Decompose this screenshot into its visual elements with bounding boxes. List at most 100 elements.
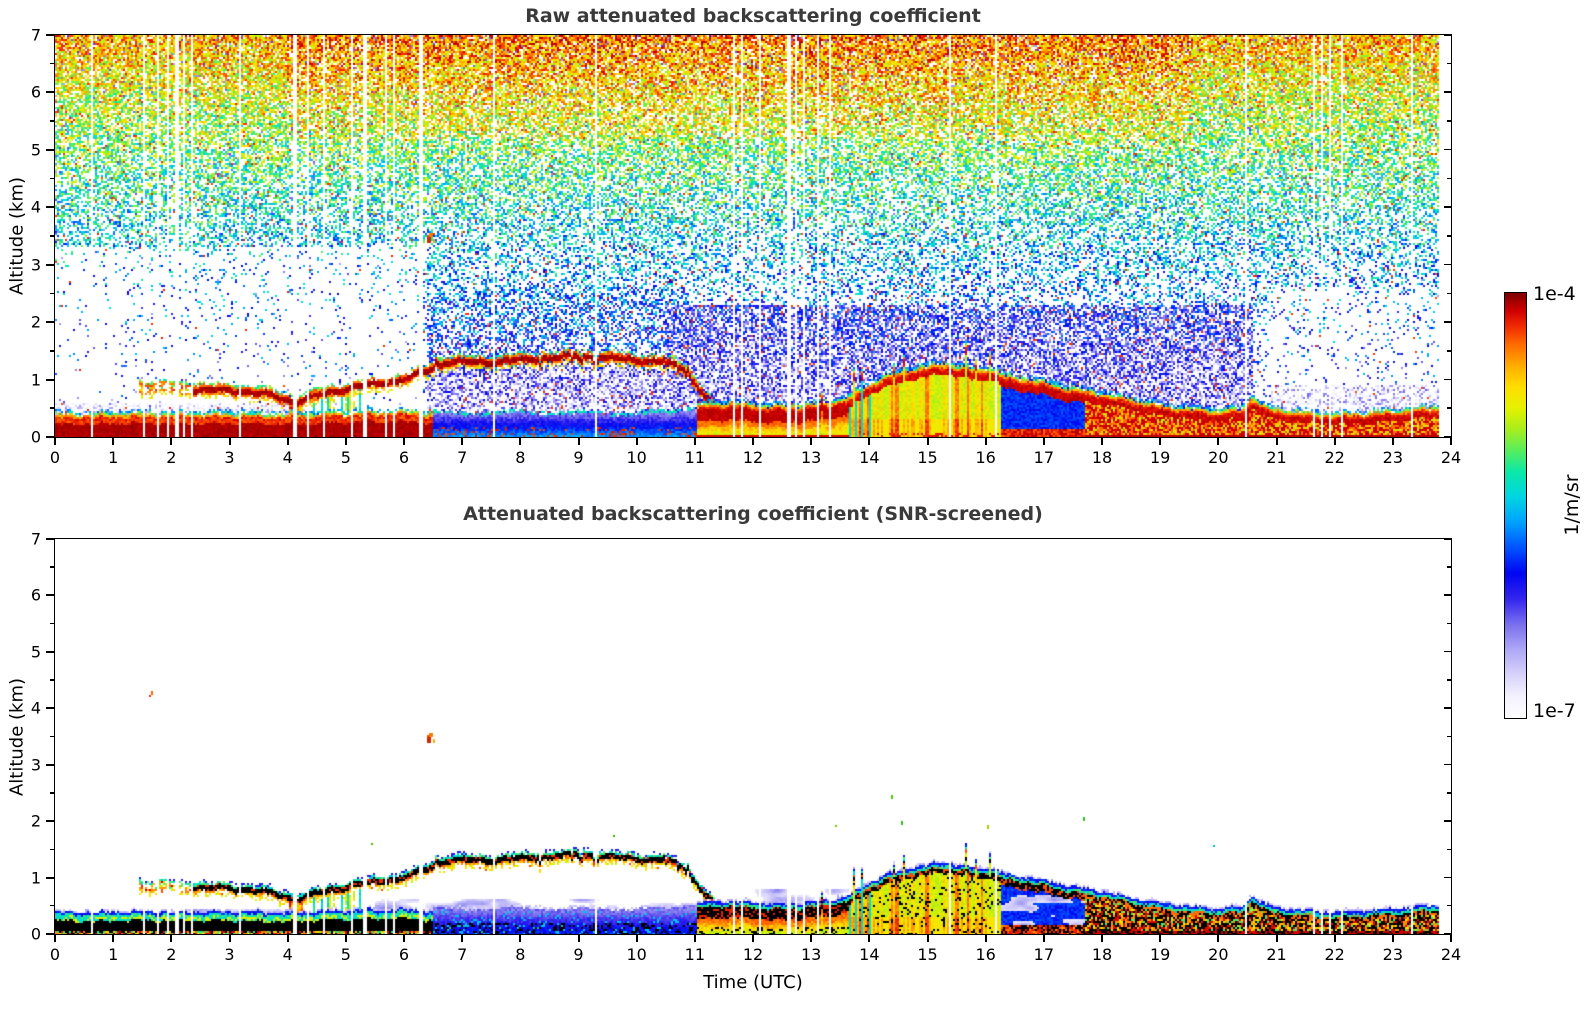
y-minor-tick: [50, 904, 54, 907]
x-tick-label: 10: [626, 448, 647, 467]
y-axis-label-top-panel: Altitude (km): [6, 176, 28, 296]
x-tick: [344, 934, 347, 942]
y-minor-tick-right: [1447, 350, 1451, 352]
y-minor-tick-right: [1447, 622, 1451, 625]
y-tick: [46, 650, 54, 653]
y-tick-right: [1444, 378, 1451, 381]
x-tick-label: 11: [684, 448, 706, 467]
colorbar: [1504, 292, 1527, 719]
y-tick: [46, 933, 54, 935]
x-tick-label: 2: [166, 945, 177, 964]
x-tick-label: 0: [49, 448, 61, 467]
x-tick-label: 1: [108, 448, 119, 467]
x-tick-label: 14: [859, 945, 880, 964]
y-tick-label: 5: [30, 140, 41, 160]
y-tick-label: 3: [30, 755, 41, 775]
screened-backscatter-heatmap-canvas: [55, 539, 1451, 934]
top-panel-title: Raw attenuated backscattering coefficien…: [525, 5, 981, 27]
x-tick: [868, 437, 871, 445]
y-minor-tick-right: [1447, 292, 1451, 295]
x-tick: [1391, 934, 1394, 942]
x-tick-label: 23: [1382, 448, 1404, 467]
y-tick-label: 7: [30, 529, 41, 549]
x-tick: [519, 437, 522, 445]
x-tick: [1450, 934, 1452, 942]
x-tick-label: 18: [1091, 448, 1113, 467]
x-tick-label: 15: [917, 448, 938, 467]
x-tick-label: 18: [1091, 945, 1113, 964]
x-tick: [1333, 437, 1336, 445]
x-tick-label: 17: [1033, 945, 1055, 964]
y-tick-label: 0: [30, 427, 41, 447]
x-tick-label: 21: [1266, 448, 1287, 467]
y-tick-label: 6: [30, 82, 41, 102]
x-tick: [1159, 934, 1162, 942]
x-tick: [170, 437, 173, 445]
x-tick-label: 17: [1033, 448, 1055, 467]
x-tick-label: 24: [1440, 448, 1462, 467]
x-tick: [868, 934, 871, 942]
y-minor-tick: [50, 62, 54, 65]
x-tick-label: 9: [573, 945, 584, 964]
x-tick-label: 3: [224, 448, 235, 467]
y-tick-right: [1444, 876, 1451, 879]
x-tick-label: 15: [917, 945, 938, 964]
y-tick: [46, 34, 54, 36]
y-minor-tick-right: [1447, 177, 1451, 180]
x-tick: [228, 437, 231, 445]
x-tick: [1333, 934, 1336, 942]
x-tick: [1391, 437, 1394, 445]
y-tick: [46, 436, 54, 438]
x-tick: [228, 934, 231, 942]
y-minor-tick-right: [1447, 848, 1451, 851]
x-tick: [635, 437, 638, 445]
x-tick: [752, 437, 754, 445]
x-tick-label: 12: [742, 448, 764, 467]
y-minor-tick-right: [1447, 904, 1451, 907]
y-minor-tick: [50, 120, 54, 122]
x-tick-label: 6: [398, 448, 410, 467]
y-minor-tick-right: [1447, 735, 1451, 738]
x-tick-label: 16: [975, 945, 996, 964]
y-tick-label: 4: [30, 698, 41, 718]
y-minor-tick-right: [1447, 792, 1451, 794]
x-tick-label: 4: [282, 448, 293, 467]
x-tick-label: 19: [1149, 448, 1171, 467]
y-tick-right: [1444, 206, 1451, 208]
y-minor-tick: [50, 792, 54, 794]
y-tick-label: 1: [30, 868, 41, 888]
x-tick: [286, 437, 289, 445]
x-tick-label: 4: [282, 945, 293, 964]
x-tick-label: 5: [340, 945, 351, 964]
x-tick: [1042, 934, 1045, 942]
y-tick: [46, 263, 54, 266]
y-axis-label-bottom-panel: Altitude (km): [6, 677, 28, 797]
y-tick: [46, 538, 54, 540]
x-tick-label: 3: [224, 945, 235, 964]
y-tick-label: 5: [30, 642, 41, 662]
y-minor-tick: [50, 350, 54, 352]
x-tick: [577, 934, 580, 942]
y-minor-tick: [50, 235, 54, 237]
y-tick-label: 1: [30, 370, 41, 390]
x-tick: [1217, 437, 1220, 445]
x-tick-label: 0: [49, 945, 61, 964]
y-tick-label: 0: [30, 924, 41, 944]
x-tick-label: 13: [800, 945, 822, 964]
x-tick-label: 2: [166, 448, 177, 467]
y-tick: [46, 763, 54, 766]
x-tick-label: 10: [626, 945, 647, 964]
y-minor-tick-right: [1447, 235, 1451, 237]
x-tick: [1275, 934, 1278, 942]
x-tick: [170, 934, 173, 942]
x-tick-label: 24: [1440, 945, 1462, 964]
y-tick-label: 6: [30, 585, 41, 605]
y-minor-tick: [50, 407, 54, 409]
x-tick-label: 9: [573, 448, 584, 467]
y-tick-right: [1444, 148, 1451, 151]
y-tick-right: [1444, 707, 1451, 709]
top-panel-plot-area: 0 1 2 3 4 5 6 7 8 9 10 11 12 13 14 15 16 17 18 19 20 21 22 23 24…: [31, 26, 1461, 468]
x-tick: [403, 934, 405, 942]
x-tick: [54, 437, 56, 445]
x-tick: [984, 934, 987, 942]
